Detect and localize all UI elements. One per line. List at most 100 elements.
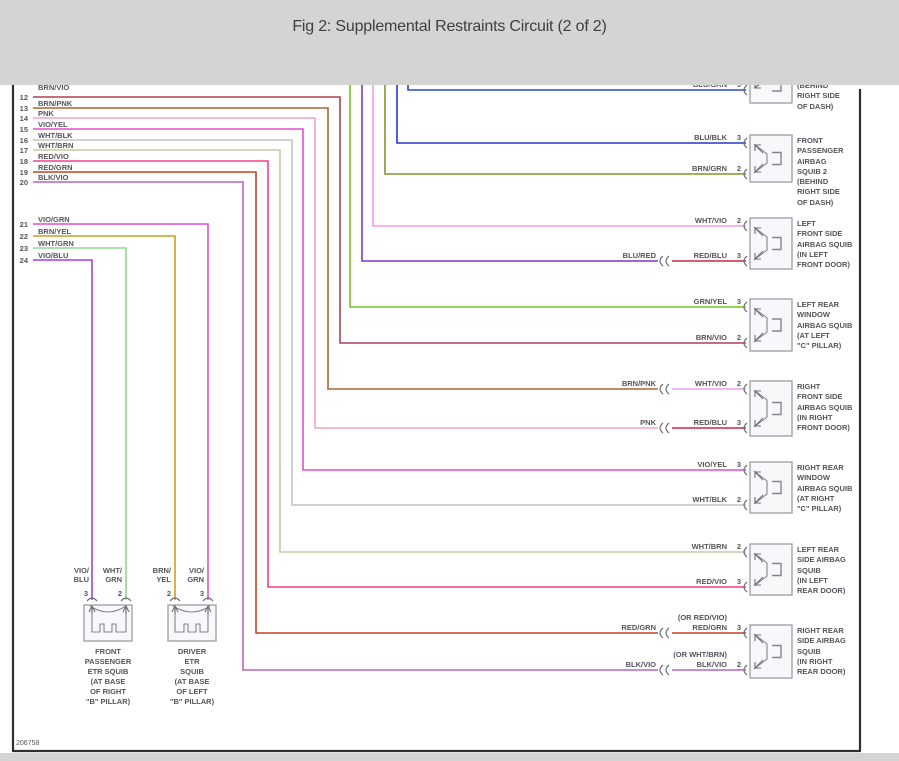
etr2-pin-b: 3 [199,589,204,598]
wire-top-grn-yel [349,85,746,308]
pin-wire-label-22: BRN/YEL [38,227,71,236]
wire-top-brn-grn [384,85,746,175]
wire-pin12-brn-vio [33,96,746,344]
connector-squib-4 [743,298,793,352]
c3-pin-b: 3 [736,251,741,260]
c2-name: FRONT PASSENGER AIRBAG SQUIB 2 (BEHIND R… [797,136,844,207]
c6-pin-b: 2 [736,495,741,504]
c2-pin-a: 3 [736,133,741,142]
c5-pin-a: 2 [736,379,741,388]
pin-number-12: 12 [19,93,28,102]
wire-pin17-wht-brn [33,149,746,553]
pin-number-13: 13 [19,104,28,113]
wire-pin23-wht-grn [33,247,127,600]
c7-name: LEFT REAR SIDE AIRBAG SQUIB (IN LEFT REA… [797,545,846,596]
c6-name: RIGHT REAR WINDOW AIRBAG SQUIB (AT RIGHT… [797,463,853,514]
pin-number-22: 22 [19,232,28,241]
connector-squib-6 [743,461,793,514]
etr2-name: DRIVER ETR SQUIB (AT BASE OF LEFT "B" PI… [169,647,215,706]
pin-wire-label-12: BRN/VIO [38,85,70,92]
wire-pin15-vio-yel [33,128,746,471]
c5-wire-label-a: WHT/VIO [694,379,727,388]
etr1-wire-label-a: VIO/ BLU [73,566,89,584]
pin-number-23: 23 [19,244,28,253]
c6-pin-a: 3 [736,460,741,469]
c2-wire-label-a: BLU/BLK [694,133,727,142]
c5-pin-b: 3 [736,418,741,427]
c7-pin-b: 3 [736,577,741,586]
wire-top-wht-vio [372,85,746,227]
c8-pin-a: 3 [736,623,741,632]
c6-wire-label-b: WHT/BLK [692,495,727,504]
inline-label-red-grn: RED/GRN [621,623,656,632]
connector-etr-squib-2 [167,597,217,642]
inline-label-blk-vio: BLK/VIO [625,660,656,669]
c8-alt-label-a: (OR RED/VIO) [677,613,727,622]
wire-top-blu-grn [407,85,746,91]
pin-number-15: 15 [19,125,28,134]
c8-wire-label-a: RED/GRN [692,623,727,632]
wire-pin19-red-grn [33,171,658,634]
c7-wire-label-a: WHT/BRN [691,542,727,551]
pin-wire-label-23: WHT/GRN [38,239,74,248]
connector-squib-5 [743,380,793,437]
pin-wire-label-14: PNK [38,109,54,118]
c1-name: (BEHIND RIGHT SIDE OF DASH) [797,85,840,111]
diagram-panel: 12 BRN/VIO 13 BRN/PNK 14 PNK 15 VIO/YEL … [0,85,899,753]
pin-wire-label-18: RED/VIO [38,152,69,161]
pin-wire-label-20: BLK/VIO [38,173,69,182]
c5-name: RIGHT FRONT SIDE AIRBAG SQUIB (IN RIGHT … [797,382,853,433]
c1-pin: 3 [729,85,741,89]
wire-pin24-vio-blu [33,259,93,600]
etr1-name: FRONT PASSENGER ETR SQUIB (AT BASE OF RI… [84,647,132,706]
connector-squib-3 [743,217,793,270]
pin-number-18: 18 [19,157,28,166]
c4-wire-label-b: BRN/VIO [695,333,727,342]
etr2-wire-label-b: VIO/ GRN [187,566,204,584]
diagram-reference-number: 206758 [16,740,40,747]
inline-label-brn-pnk: BRN/PNK [621,379,656,388]
c2-pin-b: 2 [736,164,741,173]
c5-wire-label-b: RED/BLU [693,418,727,427]
c8-wire-label-b: BLK/VIO [696,660,727,669]
pin-wire-label-16: WHT/BLK [38,131,73,140]
etr1-pin-b: 2 [117,589,122,598]
wire-pin14-pnk [33,117,658,429]
wire-pin18-red-vio [33,160,746,588]
wire-pin13-brn-pnk [33,107,658,390]
pin-wire-label-17: WHT/BRN [38,141,74,150]
figure-title: Fig 2: Supplemental Restraints Circuit (… [292,18,607,35]
c1-wire-label: BLU/GRN [655,85,727,89]
wire-top-blu-red [361,85,658,262]
c4-pin-b: 2 [736,333,741,342]
pin-number-16: 16 [19,136,28,145]
c6-wire-label-a: VIO/YEL [697,460,727,469]
c2-wire-label-b: BRN/GRN [692,164,727,173]
inline-connector-symbols [659,255,670,676]
c7-wire-label-b: RED/VIO [696,577,727,586]
pin-number-19: 19 [19,168,28,177]
etr2-wire-label-a: BRN/ YEL [152,566,171,584]
c3-wire-label-b: RED/BLU [693,251,727,260]
pin-number-14: 14 [19,114,28,123]
c3-wire-label-a: WHT/VIO [694,216,727,225]
wiring-svg [11,85,862,753]
wire-pin16-wht-blk [33,139,746,506]
etr1-wire-label-b: WHT/ GRN [102,566,122,584]
connector-squib-1 [743,85,793,104]
pin-number-24: 24 [19,256,28,265]
c7-pin-a: 2 [736,542,741,551]
c4-name: LEFT REAR WINDOW AIRBAG SQUIB (AT LEFT "… [797,300,853,351]
inline-label-pnk: PNK [640,418,656,427]
connector-squib-8 [743,624,793,679]
pin-number-17: 17 [19,146,28,155]
connector-etr-squib-1 [83,597,133,642]
pin-wire-label-13: BRN/PNK [38,99,73,108]
wire-pin20-blk-vio [33,181,658,671]
pin-wire-label-19: RED/GRN [38,163,73,172]
c8-alt-label-b: (OR WHT/BRN) [673,650,727,659]
pin-wire-label-15: VIO/YEL [38,120,68,129]
c8-name: RIGHT REAR SIDE AIRBAG SQUIB (IN RIGHT R… [797,626,846,677]
c4-wire-label-a: GRN/YEL [693,297,727,306]
